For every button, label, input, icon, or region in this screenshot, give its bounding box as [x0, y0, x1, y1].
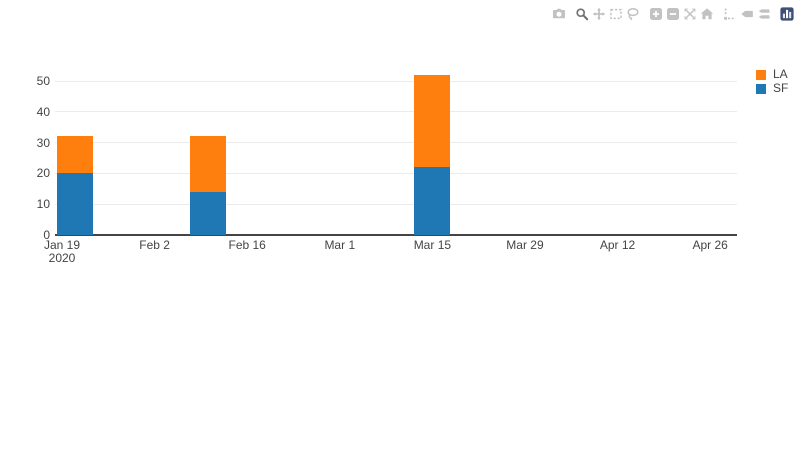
y-gridline — [55, 142, 737, 144]
bar-segment-la[interactable] — [414, 74, 451, 168]
legend-swatch — [756, 83, 766, 94]
x-tick-text: Apr 12 — [599, 238, 636, 252]
y-gridline — [55, 80, 737, 82]
legend-swatch — [756, 69, 766, 80]
y-gridline — [55, 111, 737, 113]
y-axis-tick-label: 20 — [36, 166, 50, 181]
pan-icon — [592, 7, 606, 21]
pan-mode-button[interactable] — [592, 7, 606, 21]
x-tick-text: Feb 16 — [228, 238, 266, 252]
box-select-button[interactable] — [609, 7, 623, 21]
legend-item-sf[interactable]: SF — [756, 81, 789, 95]
plotly-logo-button[interactable] — [780, 7, 794, 21]
x-axis-tick-label: Jan 19 2020 — [17, 239, 107, 265]
modebar-group — [723, 7, 771, 21]
modebar-group — [575, 7, 640, 21]
x-axis-line — [55, 234, 737, 236]
autoscale-icon — [683, 7, 697, 21]
legend-label: SF — [773, 81, 789, 95]
legend-label: LA — [773, 67, 788, 81]
spikelines-icon — [723, 7, 737, 21]
lasso-select-button[interactable] — [626, 7, 640, 21]
bar-segment-sf[interactable] — [414, 167, 451, 235]
x-tick-text: Jan 19 — [43, 238, 81, 252]
y-gridline — [55, 172, 737, 174]
x-axis-tick-label: Feb 16 — [202, 239, 292, 252]
toggle-spikelines-button[interactable] — [723, 7, 737, 21]
y-axis-tick-label: 40 — [36, 104, 50, 119]
modebar-group — [552, 7, 566, 21]
y-axis-tick-label: 50 — [36, 74, 50, 88]
hover-compare-icon — [757, 7, 771, 21]
x-axis-tick-label: Mar 1 — [295, 239, 385, 252]
bar-segment-la[interactable] — [189, 136, 226, 192]
zoom-in-button[interactable] — [649, 7, 663, 21]
y-axis-tick-label: 10 — [36, 197, 50, 212]
zoom-mode-button[interactable] — [575, 7, 589, 21]
x-tick-text: Apr 26 — [692, 238, 728, 252]
reset-axes-button[interactable] — [700, 7, 714, 21]
y-axis-tick-label: 0 — [43, 228, 50, 242]
bar-segment-sf[interactable] — [57, 173, 94, 235]
zoom-out-icon — [666, 7, 680, 21]
y-axis-tick-label: 30 — [36, 135, 50, 150]
legend-item-la[interactable]: LA — [756, 67, 788, 81]
x-axis-tick-label: Apr 26 — [665, 239, 755, 252]
modebar-group — [649, 7, 714, 21]
camera-icon — [552, 7, 566, 21]
y-gridline — [55, 203, 737, 205]
x-tick-text: Mar 1 — [324, 238, 356, 252]
box-select-icon — [609, 7, 623, 21]
lasso-select-icon — [626, 7, 640, 21]
hover-closest-button[interactable] — [740, 7, 754, 21]
zoom-in-icon — [649, 7, 663, 21]
x-axis-tick-label: Mar 15 — [387, 239, 477, 252]
x-axis-tick-label: Apr 12 — [573, 239, 663, 252]
bar-segment-sf[interactable] — [189, 191, 226, 235]
zoom-out-button[interactable] — [666, 7, 680, 21]
hover-compare-button[interactable] — [757, 7, 771, 21]
hover-closest-icon — [740, 7, 754, 21]
legend: LA SF — [756, 67, 789, 95]
x-tick-text: Mar 15 — [413, 238, 452, 252]
plotly-logo-icon — [780, 7, 794, 21]
home-icon — [700, 7, 714, 21]
x-tick-year: 2020 — [48, 251, 76, 265]
x-axis-tick-label: Mar 29 — [480, 239, 570, 252]
bar-segment-la[interactable] — [57, 136, 94, 174]
x-tick-text: Feb 2 — [139, 238, 170, 252]
modebar-group — [780, 7, 794, 21]
x-axis-tick-label: Feb 2 — [110, 239, 200, 252]
modebar — [543, 7, 794, 21]
zoom-icon — [575, 7, 589, 21]
autoscale-button[interactable] — [683, 7, 697, 21]
download-png-button[interactable] — [552, 7, 566, 21]
x-tick-text: Mar 29 — [506, 238, 544, 252]
